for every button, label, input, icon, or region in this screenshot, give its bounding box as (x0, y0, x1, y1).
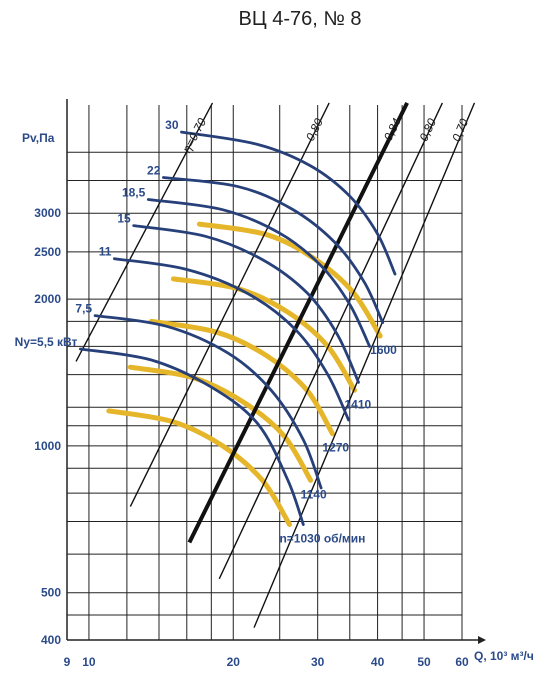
chart-title: ВЦ 4-76, № 8 (239, 8, 362, 30)
y-tick-label: 1000 (34, 439, 61, 453)
y-tick-label: 400 (41, 633, 61, 647)
speed-curve-line (170, 276, 357, 393)
x-axis-arrow (478, 636, 486, 644)
speed-curve-line (106, 408, 292, 527)
power-curve-line (113, 257, 350, 422)
x-tick-label: 20 (227, 655, 241, 669)
y-tick-label: 2000 (34, 292, 61, 306)
power-curve-label: 11 (99, 245, 112, 259)
power-curve-label: Ny=5,5 кВт (15, 335, 78, 349)
efficiency-line (253, 102, 476, 628)
power-curves (79, 130, 397, 526)
power-curve-label: 15 (117, 212, 131, 226)
grid (66, 105, 463, 641)
speed-curve-label: 1140 (301, 487, 327, 501)
x-tick-label: 10 (82, 655, 96, 669)
speed-curve-label: 1410 (344, 397, 371, 411)
x-tick-label: 50 (417, 655, 431, 669)
y-tick-label: 500 (41, 586, 61, 600)
efficiency-line (75, 102, 214, 362)
x-tick-label: 30 (311, 655, 325, 669)
speed-curve-label: 1270 (322, 441, 349, 455)
power-curve-line (146, 198, 371, 348)
power-curve-line (93, 314, 323, 490)
speed-curve-line (148, 318, 335, 437)
efficiency-line (187, 102, 409, 544)
y-tick-label: 2500 (34, 245, 61, 259)
speed-curve-label: 1600 (370, 343, 397, 357)
speed-curve-line (127, 364, 314, 483)
efficiency-label: 0,80 (417, 116, 440, 143)
power-curve-line (180, 130, 397, 276)
x-tick-label: 9 (64, 655, 71, 669)
speed-curve-label: n=1030 об/мин (279, 532, 365, 546)
efficiency-line (218, 102, 443, 580)
power-curve-line (79, 347, 305, 526)
x-tick-label: 40 (371, 655, 385, 669)
power-curve-label: 22 (147, 164, 161, 178)
power-curve-line (132, 224, 360, 384)
power-curve-line (162, 176, 385, 324)
x-axis-label: Q, 10³ м³/ч (474, 649, 534, 663)
axes: 9 10 20 30 40 50 60 400 500 1000 2000 2500 3000 (34, 99, 486, 669)
efficiency-lines (75, 102, 476, 628)
y-axis-label: Pv,Па (22, 131, 55, 145)
power-curve-label: 7,5 (75, 302, 92, 316)
x-tick-label: 60 (455, 655, 469, 669)
efficiency-line (129, 102, 330, 507)
y-tick-label: 3000 (34, 206, 61, 220)
efficiency-label: 0,80 (303, 116, 326, 143)
power-curve-label: 18,5 (122, 186, 146, 200)
efficiency-label: 0,70 (449, 116, 471, 143)
power-curve-label: 30 (165, 118, 179, 132)
